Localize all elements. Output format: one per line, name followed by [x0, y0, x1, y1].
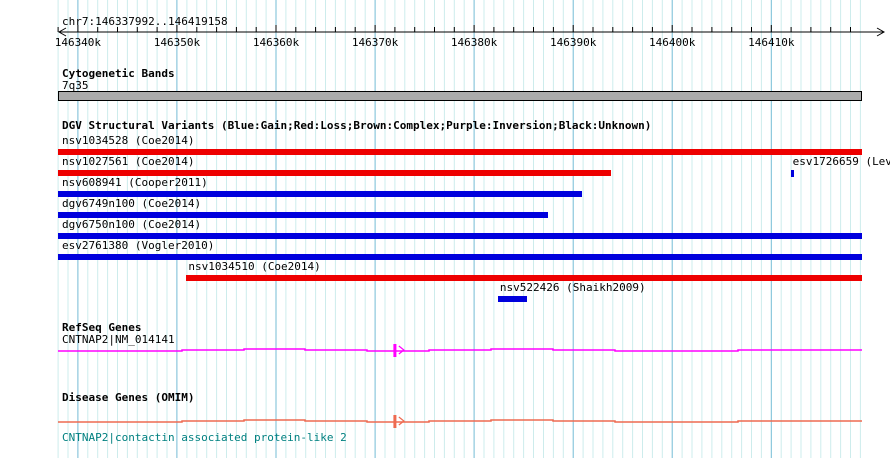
omim-gene-line	[58, 419, 862, 423]
variant-bar-nsv522426[interactable]	[497, 296, 527, 302]
variant-label-dgv6750n100[interactable]: dgv6750n100 (Coe2014)	[62, 218, 202, 231]
cytoband-bar[interactable]	[58, 91, 862, 101]
variant-bar-dgv6750n100[interactable]	[58, 233, 862, 239]
omim-gene-label[interactable]: CNTNAP2|contactin associated protein-lik…	[62, 431, 347, 444]
ruler-tick-label: 146340k	[54, 36, 102, 49]
refseq-gene-label[interactable]: CNTNAP2|NM_014141	[62, 333, 175, 346]
ruler-tick-label: 146380k	[450, 36, 498, 49]
refseq-gene-line	[58, 348, 862, 352]
section-title-disease-genes-omim: Disease Genes (OMIM)	[62, 391, 195, 404]
variant-label-nsv522426[interactable]: nsv522426 (Shaikh2009)	[499, 281, 646, 294]
ruler-tick-label: 146400k	[649, 36, 696, 49]
variant-label-nsv608941[interactable]: nsv608941 (Cooper2011)	[62, 176, 208, 189]
section-title-dgv-variants: DGV Structural Variants (Blue:Gain;Red:L…	[62, 119, 652, 132]
ruler-tick-label: 146360k	[252, 36, 300, 49]
variant-bar-dgv6749n100[interactable]	[58, 212, 548, 218]
variant-label-esv1726659[interactable]: esv1726659 (Levy2007)	[792, 155, 890, 168]
omim-exon-marker	[393, 415, 397, 428]
ruler-tick-label: 146370k	[351, 36, 399, 49]
variant-bar-esv1726659[interactable]	[790, 170, 794, 177]
cytoband-label: 7q35	[62, 79, 89, 92]
ruler-left-arrow-icon	[57, 27, 67, 37]
variant-label-nsv1034510[interactable]: nsv1034510 (Coe2014)	[188, 260, 321, 273]
ruler-tick-label: 146350k	[153, 36, 201, 49]
variant-bar-nsv1034510[interactable]	[186, 275, 862, 281]
variant-bar-nsv1027561[interactable]	[58, 170, 611, 176]
omim-strand-arrow-icon	[398, 416, 405, 426]
section-title-refseq-genes: RefSeq Genes	[62, 321, 142, 334]
variant-bar-esv2761380[interactable]	[58, 254, 862, 260]
region-label: chr7:146337992..146419158	[62, 15, 228, 28]
variant-label-dgv6749n100[interactable]: dgv6749n100 (Coe2014)	[62, 197, 202, 210]
variant-label-esv2761380[interactable]: esv2761380 (Vogler2010)	[62, 239, 215, 252]
ruler-tick-label: 146410k	[748, 36, 795, 49]
section-title-cytogenetic-bands: Cytogenetic Bands	[62, 67, 175, 80]
variant-label-nsv1034528[interactable]: nsv1034528 (Coe2014)	[62, 134, 195, 147]
variant-bar-nsv1034528[interactable]	[58, 149, 862, 155]
variant-label-nsv1027561[interactable]: nsv1027561 (Coe2014)	[62, 155, 195, 168]
refseq-strand-arrow-icon	[398, 345, 405, 355]
refseq-exon-marker	[393, 344, 397, 357]
ruler-tick-label: 146390k	[549, 36, 597, 49]
ruler-right-arrow-icon	[876, 27, 886, 37]
variant-bar-nsv608941[interactable]	[58, 191, 583, 197]
